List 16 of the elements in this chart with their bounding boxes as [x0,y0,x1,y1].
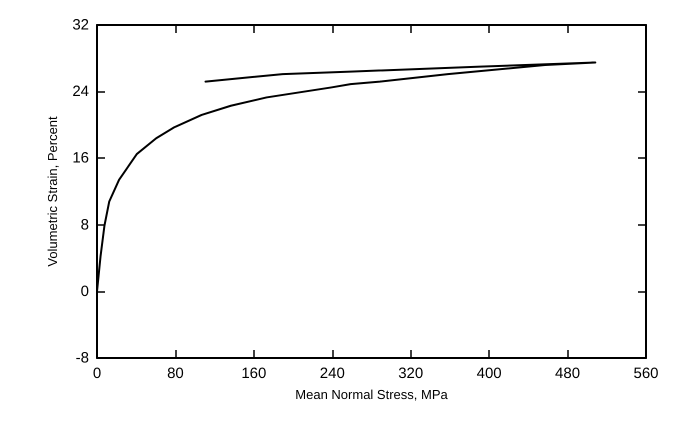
x-tick-label: 400 [476,365,502,382]
y-axis-title: Volumetric Strain, Percent [45,116,60,267]
x-tick-label: 0 [92,365,102,382]
x-tick-label: 160 [241,365,266,382]
y-tick-label: 24 [72,83,89,100]
y-tick-label: 0 [80,282,89,300]
y-tick-label: 32 [72,16,89,34]
x-tick-label: 320 [398,365,424,382]
x-axis-title: Mean Normal Stress, MPa [295,387,448,402]
y-tick-label: -8 [76,350,89,366]
x-tick-label: 80 [167,365,184,382]
y-tick-label: 8 [80,216,89,234]
x-tick-label: 480 [555,365,580,382]
x-tick-label: 560 [633,365,659,382]
y-tick-label: 16 [72,150,89,167]
x-tick-label: 240 [320,365,345,382]
